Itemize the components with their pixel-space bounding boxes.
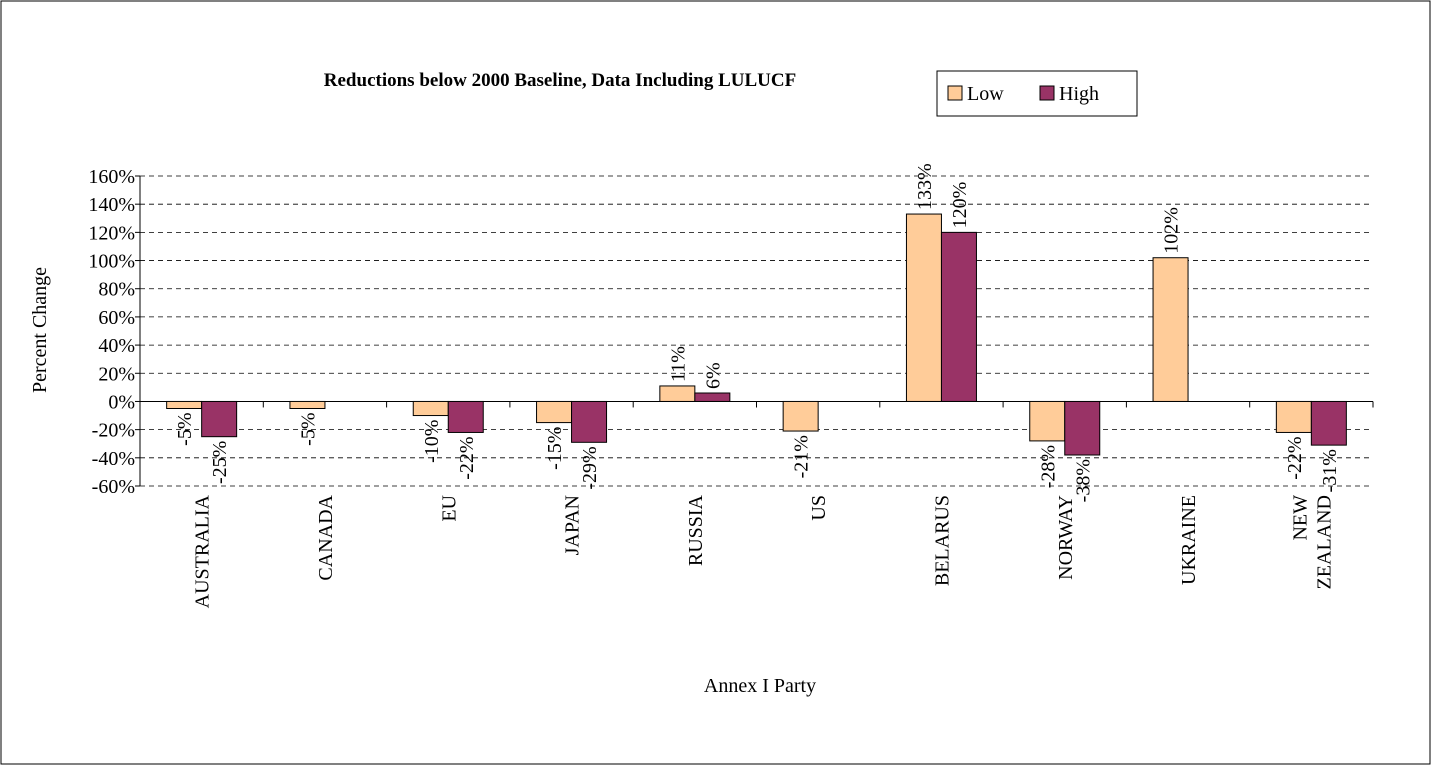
legend-box: [936, 70, 1138, 117]
bar: [694, 392, 731, 402]
value-label: -21%: [791, 435, 813, 478]
value-label: -25%: [209, 441, 231, 484]
y-tick-label: 80%: [98, 279, 135, 301]
value-label: -10%: [421, 420, 443, 463]
value-label: -22%: [1284, 436, 1306, 479]
y-tick-label: 100%: [88, 251, 135, 273]
value-label: 11%: [667, 346, 689, 382]
legend-swatch: [947, 85, 963, 101]
x-tick-label: CANADA: [315, 494, 337, 580]
legend-label: Low: [967, 83, 1004, 105]
y-tick-label: 120%: [88, 222, 135, 244]
chart-title: Reductions below 2000 Baseline, Data Inc…: [324, 70, 796, 91]
bar: [1275, 400, 1312, 433]
value-label: -5%: [297, 413, 319, 446]
bar: [536, 400, 573, 424]
x-tick-label: AUSTRALIA: [192, 494, 214, 608]
x-tick-label: NORWAY: [1055, 495, 1077, 580]
bar: [166, 400, 203, 410]
y-tick-label: -60%: [92, 476, 135, 498]
value-label: -29%: [579, 446, 601, 489]
x-axis-label: Annex I Party: [704, 675, 816, 697]
x-tick-label: US: [808, 495, 830, 521]
value-label: -15%: [544, 427, 566, 470]
bar: [289, 400, 326, 410]
y-tick-label: -20%: [92, 420, 135, 442]
bar: [940, 231, 977, 402]
value-label: -38%: [1072, 459, 1094, 502]
legend-swatch: [1039, 85, 1055, 101]
value-label: 102%: [1161, 207, 1183, 254]
y-axis-label: Percent Change: [29, 267, 51, 393]
x-tick-label: RUSSIA: [685, 494, 707, 566]
bar: [571, 400, 608, 443]
value-label: -31%: [1319, 449, 1341, 492]
y-tick-label: 60%: [98, 307, 135, 329]
y-tick-label: 40%: [98, 335, 135, 357]
value-label: -22%: [456, 436, 478, 479]
x-tick-label: NEW ZEALAND: [1289, 495, 1335, 590]
bar: [447, 400, 484, 433]
bar: [905, 213, 942, 402]
y-tick-label: 160%: [88, 166, 135, 188]
y-tick-label: 140%: [88, 194, 135, 216]
legend-label: High: [1059, 83, 1099, 105]
bar: [659, 385, 696, 402]
x-tick-label: UKRAINE: [1178, 495, 1200, 585]
value-label: 120%: [949, 182, 971, 229]
bar: [412, 400, 449, 417]
bar: [782, 400, 819, 432]
x-tick-label: JAPAN: [562, 495, 584, 555]
bar: [1152, 257, 1189, 402]
bar: [1064, 400, 1101, 456]
x-tick-label: BELARUS: [931, 495, 953, 586]
value-label: -5%: [174, 413, 196, 446]
bar: [1310, 400, 1347, 446]
value-label: 6%: [702, 362, 724, 389]
y-tick-label: 20%: [98, 363, 135, 385]
bar: [201, 400, 238, 438]
bar: [1029, 400, 1066, 442]
y-tick-label: 0%: [108, 391, 135, 413]
value-label: -28%: [1037, 445, 1059, 488]
x-tick-label: EU: [438, 494, 460, 521]
value-label: 133%: [914, 163, 936, 210]
y-tick-label: -40%: [92, 448, 135, 470]
